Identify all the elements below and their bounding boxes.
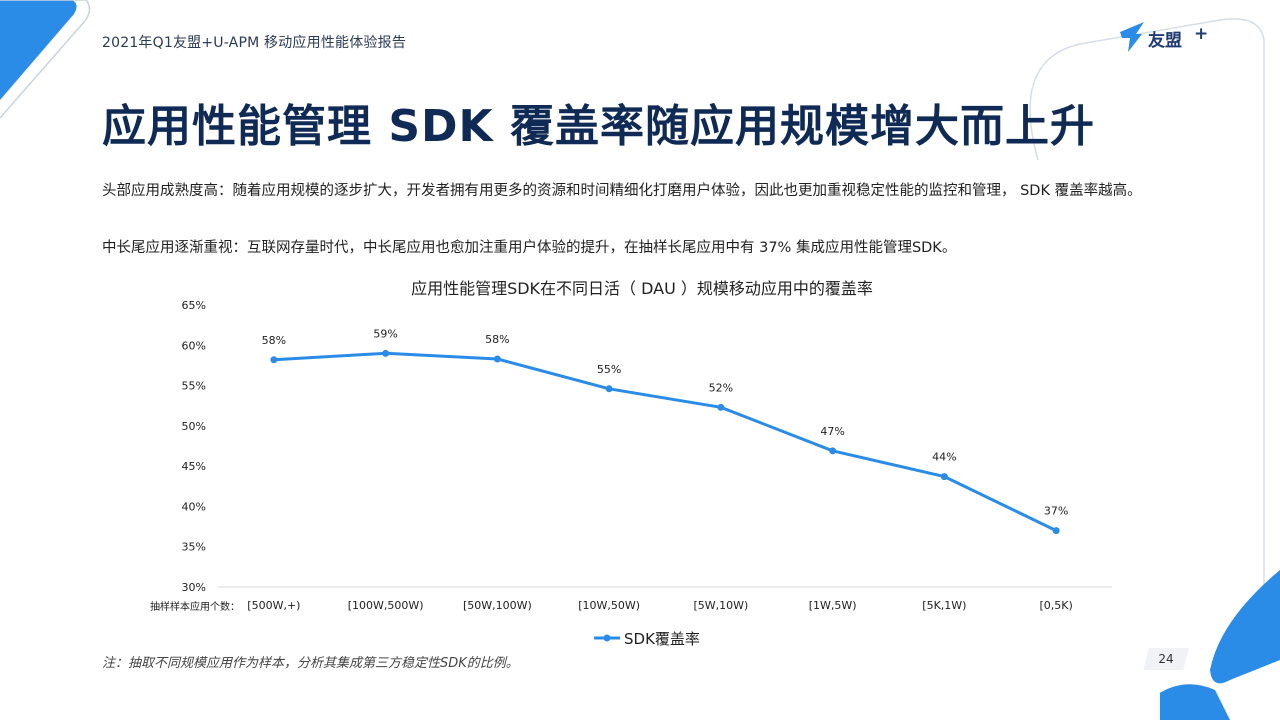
- y-tick-label: 60%: [182, 339, 206, 352]
- data-label: 55%: [597, 363, 621, 376]
- y-tick-label: 50%: [182, 420, 206, 433]
- paragraph-long-tail-apps: 中长尾应用逐渐重视：互联网存量时代，中长尾应用也愈加注重用户体验的提升，在抽样长…: [102, 240, 957, 256]
- data-point: [270, 356, 278, 364]
- page-title: 应用性能管理 SDK 覆盖率随应用规模增大而上升: [102, 101, 1095, 152]
- y-tick-label: 35%: [182, 541, 206, 554]
- data-point: [940, 473, 948, 481]
- data-point: [717, 403, 725, 411]
- data-label: 52%: [709, 381, 733, 394]
- y-tick-label: 40%: [182, 500, 206, 513]
- footnote: 注：抽取不同规模应用作为样本，分析其集成第三方稳定性SDK的比例。: [102, 656, 519, 671]
- x-tick-label: [1W,5W): [809, 599, 857, 612]
- x-tick-label: [10W,50W): [578, 599, 640, 612]
- data-point: [1052, 527, 1060, 535]
- legend-label: SDK覆盖率: [624, 630, 700, 648]
- y-tick-label: 45%: [182, 460, 206, 473]
- chart-title: 应用性能管理SDK在不同日活（ DAU ）规模移动应用中的覆盖率: [411, 279, 873, 298]
- x-tick-label: [100W,500W): [348, 599, 424, 612]
- data-label: 47%: [820, 425, 844, 438]
- x-tick-label: [5W,10W): [693, 599, 748, 612]
- data-point: [605, 385, 613, 393]
- y-tick-label: 30%: [182, 581, 206, 594]
- data-label: 58%: [262, 334, 286, 347]
- data-label: 44%: [932, 451, 956, 464]
- y-tick-label: 65%: [182, 299, 206, 312]
- series-line: [273, 351, 1057, 532]
- data-label: 37%: [1044, 505, 1068, 518]
- x-tick-label: [50W,100W): [463, 599, 532, 612]
- brand-name: 友盟: [1148, 31, 1182, 51]
- data-point: [493, 355, 501, 363]
- x-tick-label: [5K,1W): [922, 599, 966, 612]
- bird-logo-icon: [1120, 22, 1144, 52]
- brand-logo: 友盟 +: [1118, 20, 1218, 54]
- x-tick-label: [500W,+): [247, 599, 300, 612]
- legend-point-marker: [603, 634, 611, 642]
- brand-plus: +: [1194, 24, 1209, 44]
- report-title: 2021年Q1友盟+U-APM 移动应用性能体验报告: [102, 35, 407, 51]
- page-number: 24: [1158, 652, 1174, 666]
- x-tick-label: [0,5K): [1039, 599, 1072, 612]
- data-label: 58%: [485, 333, 509, 346]
- data-point: [829, 447, 837, 455]
- x-axis-label: 抽样样本应用个数：: [150, 600, 240, 613]
- paragraph-head-apps: 头部应用成熟度高：随着应用规模的逐步扩大，开发者拥有用更多的资源和时间精细化打磨…: [102, 183, 1142, 199]
- data-point: [382, 349, 390, 357]
- y-tick-label: 55%: [182, 380, 206, 393]
- chart-legend: SDK覆盖率: [594, 630, 700, 648]
- data-label: 59%: [373, 327, 397, 340]
- corner-decoration-right-curve: [1029, 18, 1265, 600]
- corner-decoration-top-left: [0, 0, 91, 119]
- corner-decoration-bottom-right: [1160, 570, 1280, 720]
